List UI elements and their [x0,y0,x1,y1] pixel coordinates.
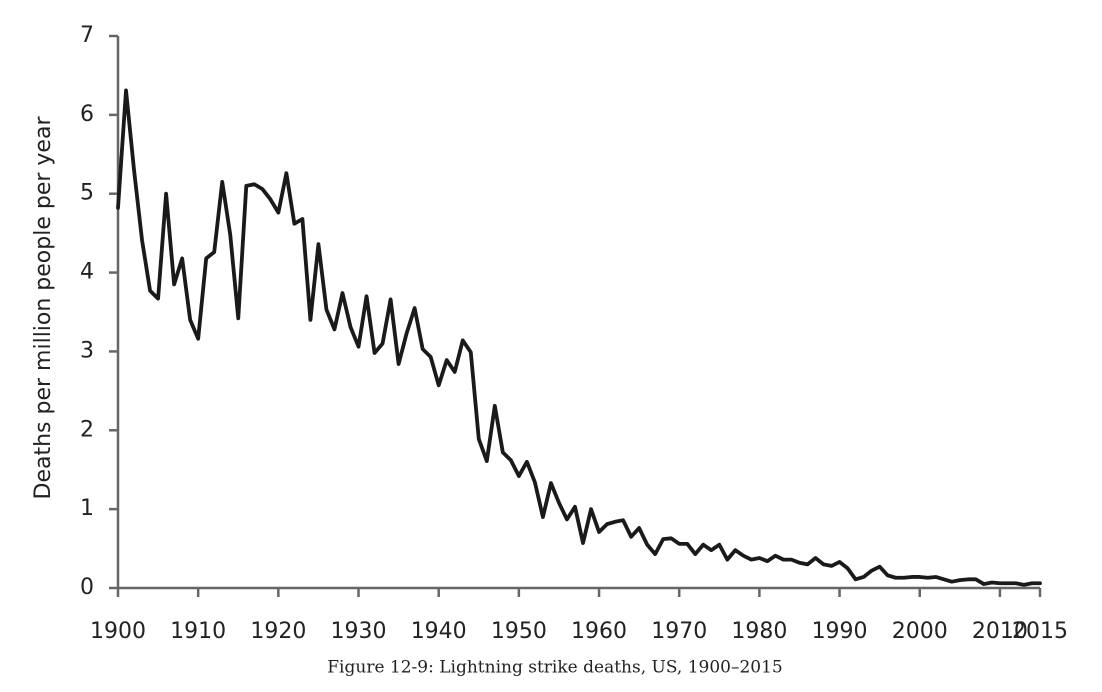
x-tick-label: 1980 [731,619,787,644]
y-tick-label: 1 [80,496,94,521]
x-tick-label: 1920 [250,619,306,644]
x-tick-label: 1990 [812,619,868,644]
x-tick-label: 1900 [90,619,146,644]
y-tick-label: 3 [80,338,94,363]
x-tick-label: 1970 [651,619,707,644]
y-tick-label: 7 [80,23,94,48]
y-tick-label: 0 [80,575,94,600]
x-tick-label: 1910 [170,619,226,644]
x-tick-label: 1960 [571,619,627,644]
x-tick-label: 2010 [972,619,1028,644]
x-tick-label: 1950 [491,619,547,644]
x-tick-label: 1930 [331,619,387,644]
x-tick-label: 2015 [1012,619,1068,644]
y-axis-label: Deaths per million people per year [31,116,56,500]
y-tick-label: 5 [80,181,94,206]
y-tick-label: 6 [80,102,94,127]
data-line [116,88,1042,587]
x-tick-label: 1940 [411,619,467,644]
y-tick-label: 2 [80,417,94,442]
y-tick-label: 4 [80,260,94,285]
chart-title: Figure 12-9: Lightning strike deaths, US… [327,658,782,678]
x-tick-label: 2000 [892,619,948,644]
